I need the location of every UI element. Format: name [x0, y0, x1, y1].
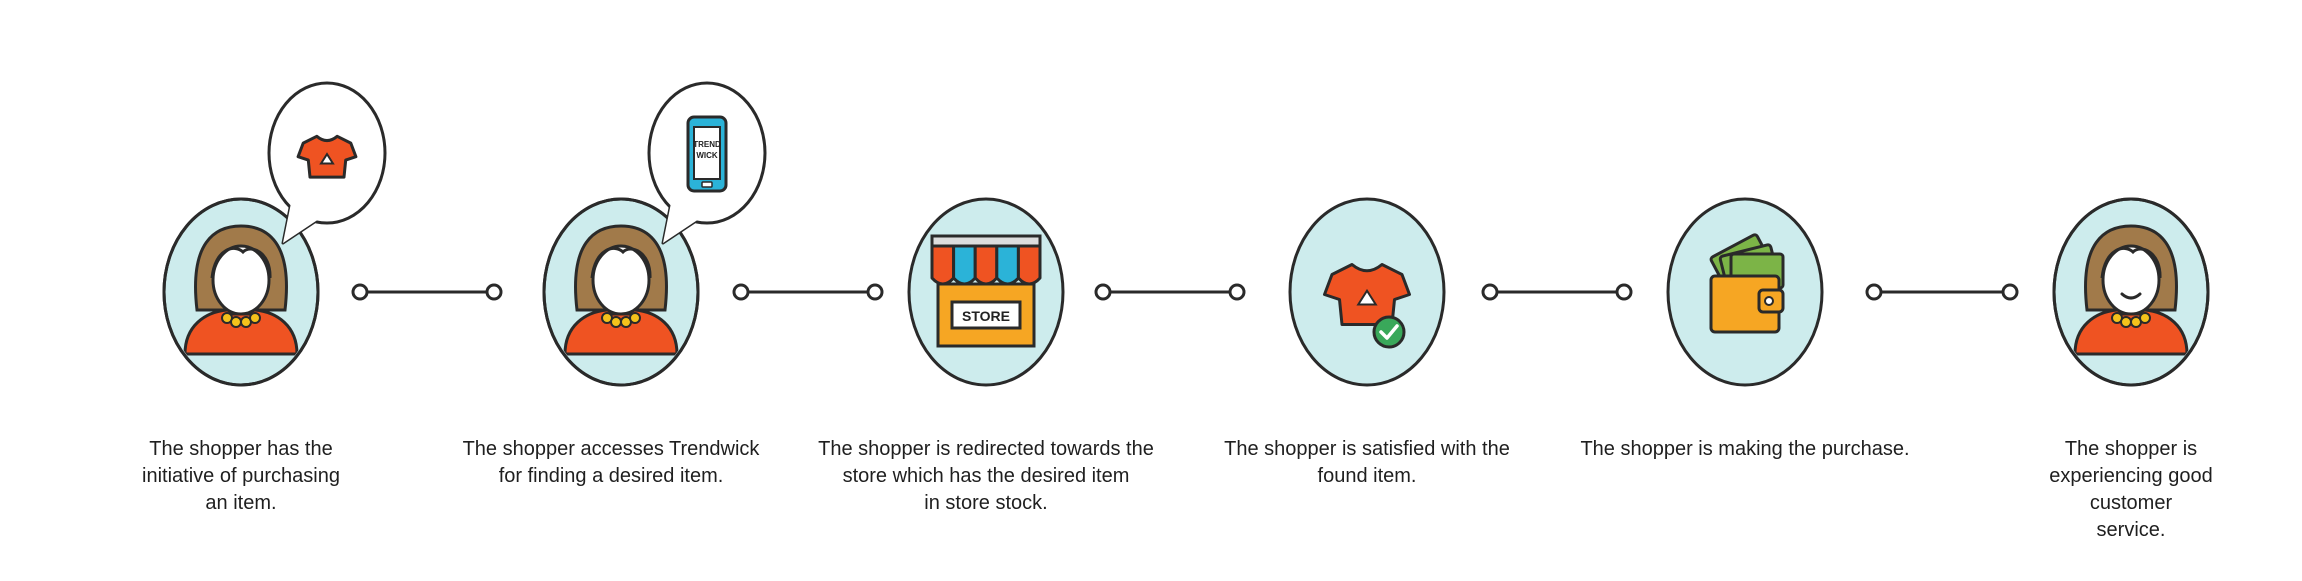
awning-stripe: [973, 242, 999, 286]
connector-node: [351, 283, 369, 301]
awning-stripe: [1016, 242, 1042, 286]
store-sign: [950, 300, 1022, 330]
bangs: [210, 246, 272, 279]
connector: [1481, 283, 1633, 301]
bangs: [590, 246, 652, 279]
caption-line: The shopper is satisfied with the: [1224, 438, 1510, 460]
connector: [1094, 283, 1246, 301]
connector-node: [1865, 283, 1883, 301]
step-3: STORE: [907, 197, 1065, 387]
shopper-icon: [563, 224, 679, 356]
step-2: TREND WICK: [542, 81, 767, 387]
tshirt-icon: [296, 134, 358, 179]
caption-line: an item.: [205, 492, 277, 514]
caption-line: service.: [2096, 519, 2166, 541]
caption-line: The shopper is making the purchase.: [1580, 438, 1910, 460]
thought-bubble: [267, 81, 387, 245]
awning-stripe: [930, 242, 956, 286]
smile: [2120, 292, 2142, 300]
wallet-icon: [1709, 233, 1785, 334]
step-caption: The shopper is satisfied with the found i…: [1177, 436, 1557, 490]
connector-node: [1094, 283, 1112, 301]
caption-line: experiencing good: [2049, 465, 2213, 487]
phone-icon: TREND WICK: [686, 115, 728, 193]
caption-line: in store stock.: [924, 492, 1048, 514]
step-4: [1288, 197, 1446, 387]
shopper-icon: [183, 224, 299, 356]
awning-top: [930, 234, 1042, 248]
connector-node: [732, 283, 750, 301]
connector-node: [1481, 283, 1499, 301]
step-6: [2052, 197, 2210, 387]
step-5: [1666, 197, 1824, 387]
tshirt-print: [319, 152, 335, 165]
tshirt-print: [1356, 288, 1378, 306]
caption-line: The shopper is redirected towards the: [818, 438, 1154, 460]
caption-line: store which has the desired item: [842, 465, 1130, 487]
connector-node: [1228, 283, 1246, 301]
phone-text: TREND: [693, 140, 721, 149]
connector-node: [2001, 283, 2019, 301]
caption-line: initiative of purchasing: [142, 465, 340, 487]
face: [211, 244, 271, 316]
check-badge: [1372, 315, 1406, 349]
necklace-bead: [230, 316, 242, 328]
wallet-button: [1764, 296, 1774, 306]
caption-line: The shopper is: [2064, 438, 2198, 460]
step-caption: The shopper has the initiative of purchas…: [51, 436, 431, 517]
phone-text: WICK: [696, 151, 718, 160]
store-label: STORE: [962, 308, 1010, 324]
connector-node: [866, 283, 884, 301]
necklace-bead: [249, 312, 261, 324]
checkmark: [1379, 324, 1399, 340]
caption-line: The shopper has the: [149, 438, 333, 460]
step-caption: The shopper is making the purchase.: [1555, 436, 1935, 463]
phone-screen: [693, 126, 721, 180]
necklace-bead: [629, 312, 641, 324]
connector: [1865, 283, 2019, 301]
happy-shopper-icon: [2073, 224, 2189, 356]
bangs: [2100, 246, 2162, 279]
caption-line: for finding a desired item.: [498, 465, 724, 487]
face: [2101, 244, 2161, 316]
connector-node: [485, 283, 503, 301]
thought-bubble: TREND WICK: [647, 81, 767, 245]
face: [591, 244, 651, 316]
connector: [732, 283, 884, 301]
caption-line: The shopper accesses Trendwick: [462, 438, 760, 460]
store-icon: STORE: [930, 234, 1042, 348]
tshirt-check-icon: [1323, 263, 1411, 349]
step-caption: The shopper is redirected towards the sto…: [796, 436, 1176, 517]
caption-line: found item.: [1317, 465, 1417, 487]
necklace-bead: [2139, 312, 2151, 324]
phone-button: [701, 181, 713, 188]
connector-node: [1615, 283, 1633, 301]
awning-stripe: [952, 242, 977, 286]
step-1: [162, 81, 387, 387]
necklace-bead: [610, 316, 622, 328]
step-caption: The shopper is experiencing good customer s…: [1941, 436, 2302, 544]
necklace-bead: [2120, 316, 2132, 328]
connector: [351, 283, 503, 301]
step-caption: The shopper accesses Trendwick for findin…: [421, 436, 801, 490]
awning-stripe: [995, 242, 1020, 286]
caption-line: customer: [2089, 492, 2173, 514]
